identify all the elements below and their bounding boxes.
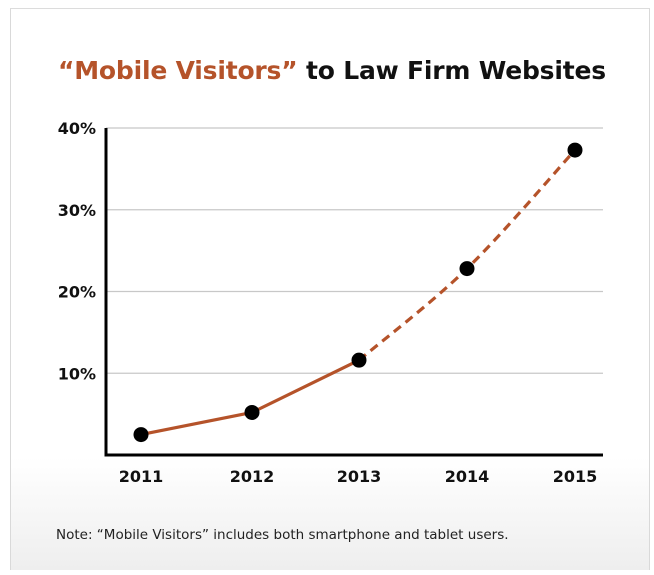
data-point-2011 bbox=[133, 427, 149, 443]
data-point-2015 bbox=[567, 142, 583, 158]
chart-title-highlight: “Mobile Visitors” bbox=[58, 56, 298, 85]
chart-title-rest: to Law Firm Websites bbox=[297, 56, 606, 85]
x-tick-label: 2015 bbox=[553, 467, 598, 486]
series-line-dashed bbox=[357, 148, 577, 362]
y-tick-label: 10% bbox=[58, 364, 96, 383]
axes bbox=[104, 128, 603, 457]
data-point-2013 bbox=[351, 352, 367, 368]
data-points bbox=[133, 142, 583, 443]
y-tick-labels: 10% 20% 30% 40% bbox=[58, 119, 96, 383]
series-line-solid bbox=[139, 358, 361, 437]
data-point-2014 bbox=[459, 261, 475, 277]
chart-title: “Mobile Visitors” to Law Firm Websites bbox=[58, 56, 606, 85]
x-tick-label: 2014 bbox=[445, 467, 490, 486]
data-point-2012 bbox=[244, 404, 260, 420]
footnote: Note: “Mobile Visitors” includes both sm… bbox=[56, 527, 509, 543]
x-tick-label: 2011 bbox=[119, 467, 164, 486]
x-tick-label: 2012 bbox=[230, 467, 275, 486]
x-tick-labels: 2011 2012 2013 2014 2015 bbox=[119, 467, 598, 486]
chart-frame bbox=[10, 8, 650, 570]
y-tick-label: 30% bbox=[58, 201, 96, 220]
x-tick-label: 2013 bbox=[337, 467, 382, 486]
series-lines bbox=[139, 148, 577, 437]
gridlines bbox=[106, 127, 603, 374]
y-tick-label: 20% bbox=[58, 283, 96, 302]
y-tick-label: 40% bbox=[58, 119, 96, 138]
